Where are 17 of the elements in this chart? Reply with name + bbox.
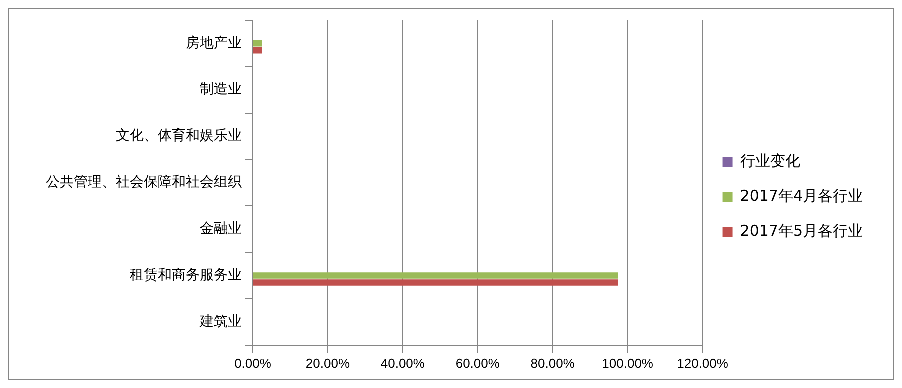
x-tick-label: 60.00% [456,356,500,371]
y-tick-label: 租赁和商务服务业 [130,267,242,284]
y-tick-label: 建筑业 [199,314,242,330]
y-tick-label: 制造业 [200,82,242,98]
legend-label: 行业变化 [740,152,800,170]
legend-label: 2017年5月各行业 [740,222,863,240]
legend-label: 2017年4月各行业 [740,186,863,205]
y-tick-label: 文化、体育和娱乐业 [116,127,242,144]
y-tick-label: 公共管理、社会保障和社会组织 [46,174,242,191]
x-tick-label: 80.00% [530,356,576,371]
y-tick-label: 房地产业 [186,35,242,52]
y-tick-label: 金融业 [200,220,242,237]
x-tick-label: 120.00% [677,356,729,371]
x-tick-label: 100.00% [602,356,654,371]
x-tick-label: 40.00% [380,356,426,371]
x-tick-label: 0.00% [234,356,272,371]
x-tick-label: 20.00% [306,356,350,371]
